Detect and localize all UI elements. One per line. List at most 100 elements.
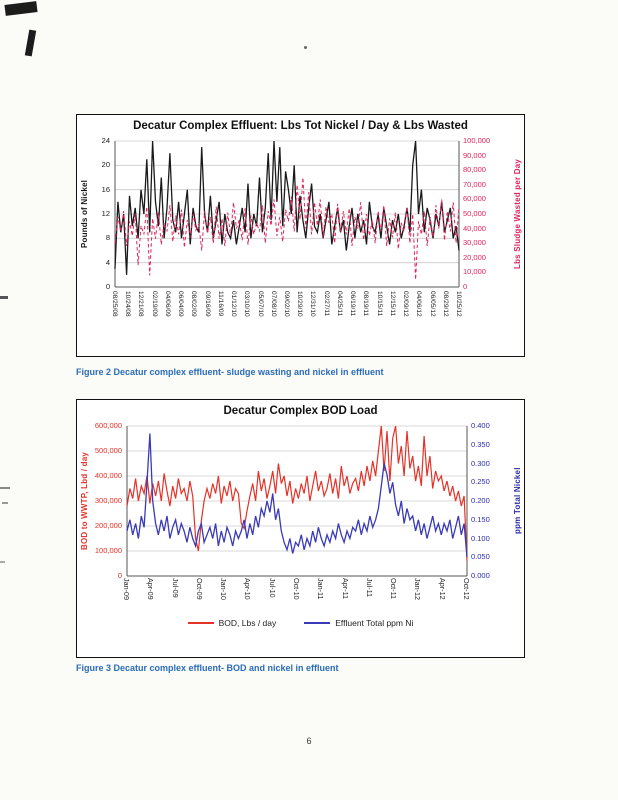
- legend-label: BOD, Lbs / day: [218, 618, 277, 628]
- x-tick-label: 05/07/10: [256, 291, 264, 317]
- y-tick-label: 0: [105, 282, 110, 291]
- y-tick-label: 0.400: [471, 421, 490, 430]
- y-tick-label: 20: [101, 160, 110, 170]
- series-primary: [126, 425, 468, 562]
- y-tick-label: 80,000: [463, 165, 486, 175]
- x-tick-label: Oct-10: [292, 578, 301, 600]
- page-number: 6: [306, 736, 312, 746]
- y-tick-label: 0.100: [471, 533, 490, 543]
- y-tick-label: 4: [105, 257, 110, 267]
- series-primary: [114, 140, 460, 275]
- x-tick-label: 02/19/09: [150, 291, 158, 317]
- x-tick-label: Apr-10: [243, 578, 253, 600]
- figure3-chart: Decatur Complex BOD Load BOD to WWTP, Lb…: [76, 399, 525, 658]
- y-tick-label: 24: [101, 136, 110, 145]
- y-tick-label: 100,000: [94, 546, 122, 555]
- y-tick-label: 30,000: [463, 238, 486, 248]
- x-tick-label: 10/24/08: [124, 291, 132, 317]
- x-tick-label: 04/06/12: [415, 291, 423, 317]
- series-secondary: [126, 433, 468, 558]
- y-tick-label: 20,000: [463, 252, 486, 262]
- chart2-right-axis-title: ppm Total Nickel: [513, 467, 522, 535]
- y-tick-label: 0.250: [471, 477, 490, 487]
- x-tick-label: Jul-10: [267, 578, 277, 598]
- x-tick-label: Jan-10: [219, 578, 229, 600]
- chart2-title: Decatur Complex BOD Load: [223, 405, 378, 417]
- x-tick-label: 01/12/10: [230, 291, 238, 317]
- y-tick-label: 40,000: [463, 223, 486, 233]
- x-tick-label: Oct-09: [194, 578, 204, 600]
- legend-item: BOD, Lbs / day: [187, 618, 277, 628]
- y-tick-label: 0.050: [471, 552, 490, 562]
- x-tick-label: Apr-12: [437, 578, 447, 600]
- legend-line-swatch: [187, 622, 214, 624]
- x-tick-label: 11/16/09: [216, 291, 224, 317]
- scan-artifact: [0, 296, 8, 299]
- y-tick-label: 0.300: [471, 458, 490, 468]
- chart1-right-axis-title: Lbs Sludge Wasted per Day: [513, 158, 522, 270]
- chart-legend: BOD, Lbs / day Effluent Total ppm Ni: [77, 618, 524, 628]
- scan-artifact: [4, 1, 38, 16]
- x-tick-label: 09/02/10: [283, 291, 290, 317]
- plot-area: [126, 425, 468, 577]
- y-tick-label: 16: [101, 184, 110, 194]
- y-tick-label: 0: [463, 282, 468, 291]
- x-tick-label: Jul-11: [364, 578, 374, 598]
- legend-item: Effluent Total ppm Ni: [304, 618, 413, 628]
- x-tick-label: Apr-09: [146, 578, 156, 600]
- y-tick-label: 0.200: [471, 496, 490, 505]
- x-tick-label: 06/04/09: [177, 291, 185, 317]
- x-tick-label: 04/06/09: [163, 291, 171, 317]
- plot-area: [114, 140, 460, 288]
- y-tick-label: 100,000: [463, 136, 491, 145]
- x-tick-label: 02/09/12: [402, 291, 410, 317]
- x-tick-label: 02/27/11: [322, 291, 330, 317]
- x-tick-label: 12/31/10: [309, 291, 317, 317]
- y-tick-label: 400,000: [94, 471, 122, 480]
- y-tick-label: 500,000: [94, 446, 122, 455]
- y-tick-label: 0.000: [471, 571, 490, 580]
- y-tick-label: 50,000: [463, 209, 486, 218]
- y-tick-label: 600,000: [94, 421, 122, 430]
- y-tick-label: 12: [101, 209, 110, 218]
- x-tick-label: 06/19/11: [349, 291, 357, 317]
- legend-label: Effluent Total ppm Ni: [335, 618, 414, 628]
- x-tick-label: 12/21/08: [137, 291, 145, 317]
- y-tick-label: 200,000: [94, 521, 122, 530]
- x-tick-label: Jul-09: [170, 578, 180, 598]
- x-tick-label: 10/29/10: [296, 291, 304, 317]
- x-tick-label: 08/25/08: [111, 291, 118, 317]
- y-tick-label: 90,000: [463, 150, 486, 160]
- legend-line-swatch: [304, 622, 331, 624]
- x-tick-label: 06/05/12: [428, 291, 436, 317]
- x-tick-label: 10/25/12: [455, 291, 462, 317]
- y-tick-label: 8: [105, 233, 110, 243]
- x-tick-label: 03/10/10: [243, 291, 251, 317]
- figure2-caption: Figure 2 Decatur complex effluent- sludg…: [76, 367, 384, 377]
- x-tick-label: Jan-09: [122, 578, 131, 600]
- x-tick-label: 10/15/11: [375, 291, 383, 317]
- chart1-title: Decatur Complex Effluent: Lbs Tot Nickel…: [133, 120, 468, 132]
- x-tick-label: 08/29/12: [441, 291, 449, 317]
- x-tick-label: Apr-11: [340, 578, 350, 600]
- x-tick-label: Oct-11: [389, 578, 399, 600]
- y-tick-label: 0.350: [471, 439, 490, 449]
- x-tick-label: 04/25/11: [335, 291, 343, 317]
- y-tick-label: 60,000: [463, 194, 486, 204]
- y-tick-label: 0.150: [471, 514, 490, 524]
- y-tick-label: 0: [117, 571, 122, 580]
- y-tick-label: 300,000: [94, 496, 122, 505]
- x-tick-label: 07/08/10: [269, 291, 277, 317]
- y-tick-label: 70,000: [463, 179, 486, 189]
- scan-artifact: [24, 29, 37, 57]
- scan-artifact: [2, 502, 8, 504]
- x-tick-label: 12/15/11: [388, 291, 396, 317]
- x-tick-label: Jan-12: [413, 578, 423, 600]
- y-tick-label: 10,000: [463, 267, 486, 277]
- series-secondary: [114, 177, 460, 280]
- x-tick-label: 08/19/11: [362, 291, 370, 317]
- scan-artifact: [0, 487, 10, 489]
- scan-artifact: [0, 561, 5, 563]
- figure3-caption: Figure 3 Decatur complex effluent- BOD a…: [76, 663, 339, 673]
